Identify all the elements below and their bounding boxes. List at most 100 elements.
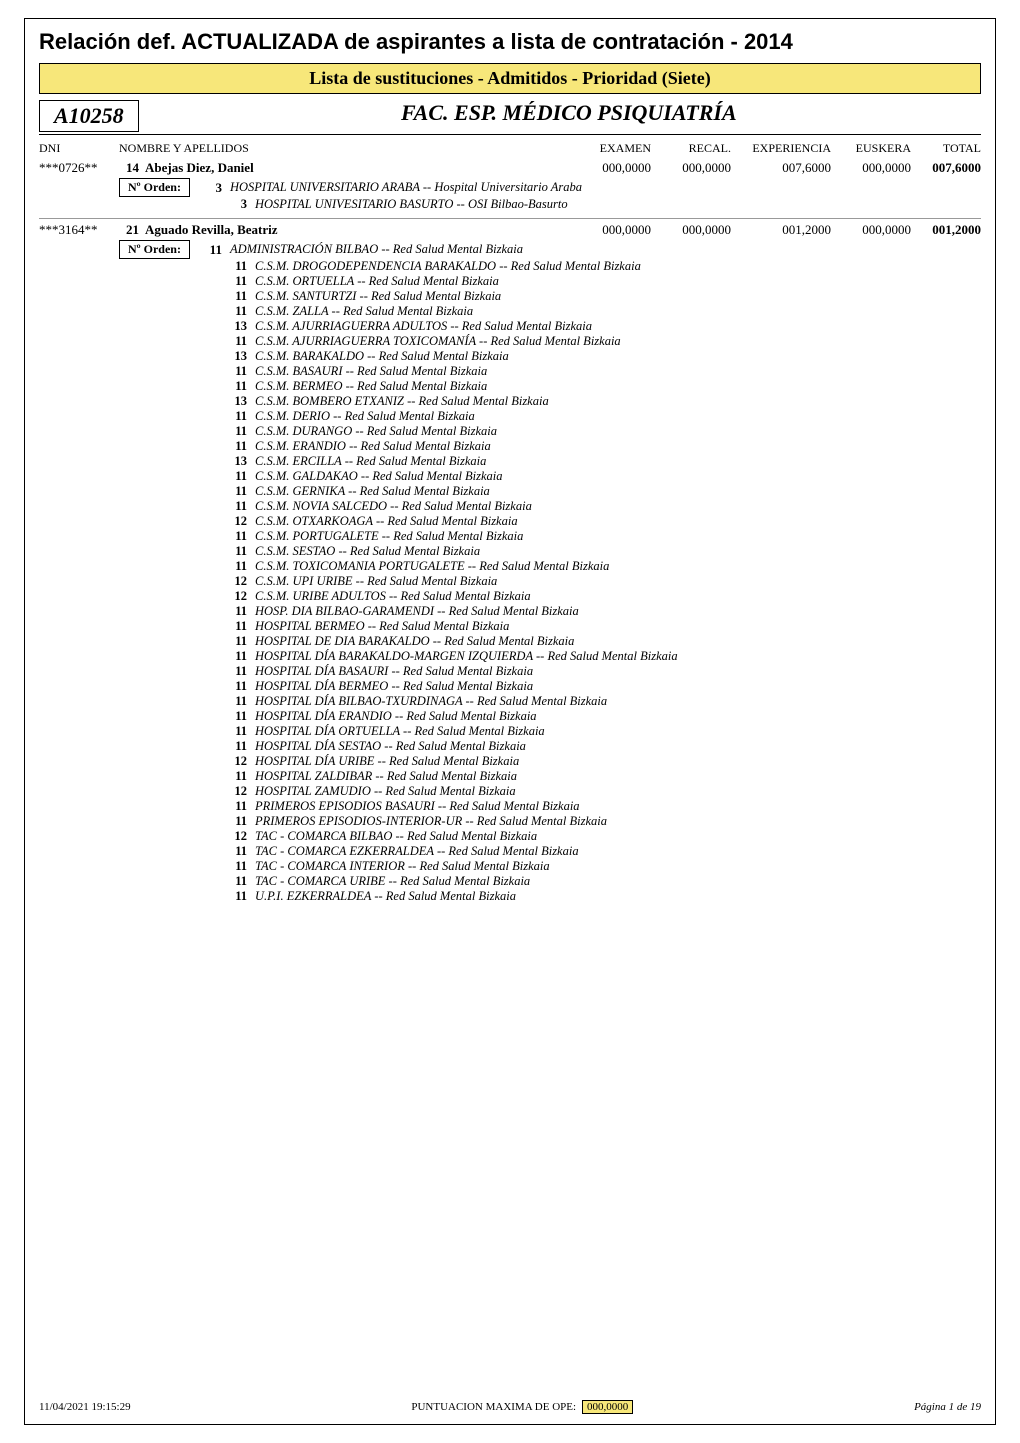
destination-rank: 13 [229, 319, 255, 334]
destination-line: 11C.S.M. SESTAO -- Red Salud Mental Bizk… [39, 544, 981, 559]
col-recal: RECAL. [651, 141, 731, 156]
destination-line: 11HOSPITAL ZALDIBAR -- Red Salud Mental … [39, 769, 981, 784]
destination-line: 11HOSPITAL DÍA BARAKALDO-MARGEN IZQUIERD… [39, 649, 981, 664]
destination-text: HOSPITAL DÍA SESTAO -- Red Salud Mental … [255, 739, 526, 754]
destination-text: C.S.M. ERANDIO -- Red Salud Mental Bizka… [255, 439, 491, 454]
col-total: TOTAL [911, 141, 981, 156]
destination-rank: 11 [190, 242, 230, 258]
destination-rank: 11 [229, 604, 255, 619]
destination-line: 11TAC - COMARCA INTERIOR -- Red Salud Me… [39, 859, 981, 874]
footer-mid-value: 000,0000 [582, 1400, 633, 1414]
destination-rank: 11 [229, 259, 255, 274]
destination-line: 13C.S.M. ERCILLA -- Red Salud Mental Biz… [39, 454, 981, 469]
destination-rank: 11 [229, 364, 255, 379]
code-box: A10258 [39, 100, 139, 132]
person-dni: ***0726** [39, 160, 119, 176]
category-title: FAC. ESP. MÉDICO PSIQUIATRÍA [157, 100, 981, 132]
destination-text: C.S.M. OTXARKOAGA -- Red Salud Mental Bi… [255, 514, 518, 529]
orden-box: Nº Orden: [119, 178, 190, 197]
destination-text: HOSPITAL UNIVESITARIO BASURTO -- OSI Bil… [255, 197, 568, 212]
destination-text: C.S.M. BARAKALDO -- Red Salud Mental Biz… [255, 349, 509, 364]
destination-rank: 11 [229, 484, 255, 499]
destination-line: 11C.S.M. DERIO -- Red Salud Mental Bizka… [39, 409, 981, 424]
destination-line: 12HOSPITAL ZAMUDIO -- Red Salud Mental B… [39, 784, 981, 799]
destination-line: 11C.S.M. PORTUGALETE -- Red Salud Mental… [39, 529, 981, 544]
destination-line: 11C.S.M. DURANGO -- Red Salud Mental Biz… [39, 424, 981, 439]
destination-rank: 12 [229, 514, 255, 529]
destination-line: 11HOSPITAL DÍA BERMEO -- Red Salud Menta… [39, 679, 981, 694]
destination-text: TAC - COMARCA URIBE -- Red Salud Mental … [255, 874, 530, 889]
destination-line: 11C.S.M. DROGODEPENDENCIA BARAKALDO -- R… [39, 259, 981, 274]
person-total: 007,6000 [911, 160, 981, 176]
person-eusk: 000,0000 [831, 160, 911, 176]
destination-text: PRIMEROS EPISODIOS-INTERIOR-UR -- Red Sa… [255, 814, 607, 829]
destination-line: 11C.S.M. BASAURI -- Red Salud Mental Biz… [39, 364, 981, 379]
person-name: Aguado Revilla, Beatriz [145, 222, 369, 238]
destination-rank: 12 [229, 754, 255, 769]
destination-text: PRIMEROS EPISODIOS BASAURI -- Red Salud … [255, 799, 580, 814]
destination-text: C.S.M. BERMEO -- Red Salud Mental Bizkai… [255, 379, 487, 394]
destination-rank: 11 [229, 634, 255, 649]
destination-rank: 11 [229, 304, 255, 319]
destination-text: HOSPITAL DÍA URIBE -- Red Salud Mental B… [255, 754, 519, 769]
destination-line: 13C.S.M. AJURRIAGUERRA ADULTOS -- Red Sa… [39, 319, 981, 334]
person-exp: 007,6000 [731, 160, 831, 176]
destination-line: 11C.S.M. ERANDIO -- Red Salud Mental Biz… [39, 439, 981, 454]
destination-text: HOSPITAL ZALDIBAR -- Red Salud Mental Bi… [255, 769, 517, 784]
destination-line: 11C.S.M. GERNIKA -- Red Salud Mental Biz… [39, 484, 981, 499]
destination-text: C.S.M. BASAURI -- Red Salud Mental Bizka… [255, 364, 487, 379]
destination-text: U.P.I. EZKERRALDEA -- Red Salud Mental B… [255, 889, 516, 904]
destination-text: C.S.M. DERIO -- Red Salud Mental Bizkaia [255, 409, 475, 424]
destination-line: 11U.P.I. EZKERRALDEA -- Red Salud Mental… [39, 889, 981, 904]
destination-rank: 11 [229, 649, 255, 664]
destination-text: HOSPITAL UNIVERSITARIO ARABA -- Hospital… [230, 180, 582, 195]
orden-line: Nº Orden:11ADMINISTRACIÓN BILBAO -- Red … [39, 240, 981, 259]
destination-rank: 11 [229, 739, 255, 754]
person-row: ***3164**21Aguado Revilla, Beatriz000,00… [39, 222, 981, 238]
destination-rank: 12 [229, 574, 255, 589]
destination-text: HOSPITAL DE DIA BARAKALDO -- Red Salud M… [255, 634, 574, 649]
destination-text: HOSPITAL DÍA BERMEO -- Red Salud Mental … [255, 679, 533, 694]
orden-box: Nº Orden: [119, 240, 190, 259]
destination-rank: 11 [229, 544, 255, 559]
col-exp: EXPERIENCIA [731, 141, 831, 156]
destination-rank: 11 [229, 559, 255, 574]
destination-line: 11HOSPITAL DÍA ORTUELLA -- Red Salud Men… [39, 724, 981, 739]
destination-rank: 11 [229, 379, 255, 394]
destination-text: C.S.M. NOVIA SALCEDO -- Red Salud Mental… [255, 499, 532, 514]
person-seq: 14 [119, 160, 145, 176]
destination-rank: 11 [229, 289, 255, 304]
person-recal: 000,0000 [651, 160, 731, 176]
separator [39, 218, 981, 219]
destination-line: 11HOSP. DIA BILBAO-GARAMENDI -- Red Salu… [39, 604, 981, 619]
destination-rank: 11 [229, 439, 255, 454]
destination-line: 11HOSPITAL DE DIA BARAKALDO -- Red Salud… [39, 634, 981, 649]
destination-rank: 11 [229, 859, 255, 874]
destination-line: 11C.S.M. GALDAKAO -- Red Salud Mental Bi… [39, 469, 981, 484]
destination-rank: 11 [229, 874, 255, 889]
destination-rank: 12 [229, 589, 255, 604]
destination-text: C.S.M. PORTUGALETE -- Red Salud Mental B… [255, 529, 523, 544]
destination-text: C.S.M. TOXICOMANIA PORTUGALETE -- Red Sa… [255, 559, 609, 574]
destination-line: 11TAC - COMARCA EZKERRALDEA -- Red Salud… [39, 844, 981, 859]
destination-line: 11C.S.M. ZALLA -- Red Salud Mental Bizka… [39, 304, 981, 319]
destination-line: 11HOSPITAL DÍA BASAURI -- Red Salud Ment… [39, 664, 981, 679]
destination-rank: 11 [229, 769, 255, 784]
destination-line: 13C.S.M. BARAKALDO -- Red Salud Mental B… [39, 349, 981, 364]
page-frame: Relación def. ACTUALIZADA de aspirantes … [24, 18, 996, 1425]
destination-rank: 11 [229, 679, 255, 694]
people-container: ***0726**14Abejas Diez, Daniel000,000000… [39, 160, 981, 904]
destination-text: C.S.M. AJURRIAGUERRA ADULTOS -- Red Salu… [255, 319, 592, 334]
destination-rank: 11 [229, 274, 255, 289]
main-title: Relación def. ACTUALIZADA de aspirantes … [39, 29, 981, 55]
column-headers: DNI NOMBRE Y APELLIDOS EXAMEN RECAL. EXP… [39, 139, 981, 160]
destination-text: C.S.M. DURANGO -- Red Salud Mental Bizka… [255, 424, 497, 439]
footer-mid: PUNTUACION MAXIMA DE OPE: 000,0000 [411, 1400, 633, 1414]
destination-text: HOSPITAL DÍA BASAURI -- Red Salud Mental… [255, 664, 533, 679]
footer-page: Página 1 de 19 [914, 1401, 981, 1413]
destination-rank: 3 [229, 197, 255, 212]
destination-text: HOSPITAL ZAMUDIO -- Red Salud Mental Biz… [255, 784, 516, 799]
destination-line: 11C.S.M. ORTUELLA -- Red Salud Mental Bi… [39, 274, 981, 289]
person-dni: ***3164** [39, 222, 119, 238]
destination-line: 12TAC - COMARCA BILBAO -- Red Salud Ment… [39, 829, 981, 844]
